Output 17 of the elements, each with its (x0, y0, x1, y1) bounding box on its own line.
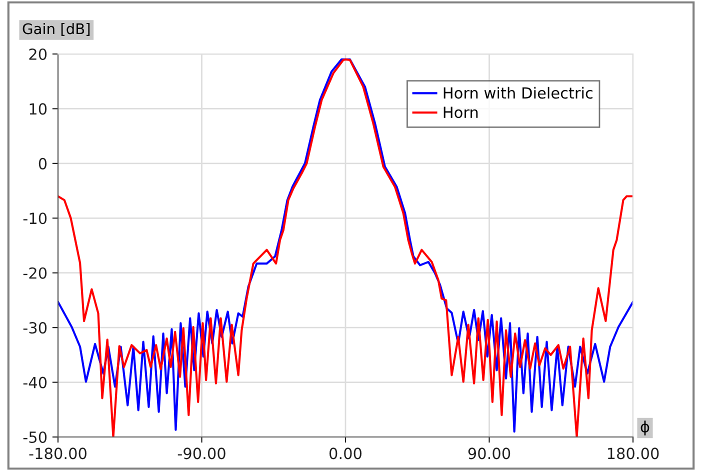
x-tick-label: -180.00 (29, 448, 86, 460)
y-tick-label: -50 (23, 431, 47, 444)
x-tick-label: 0.00 (330, 448, 362, 460)
legend-label: Horn with Dielectric (444, 86, 592, 99)
y-tick-label: 0 (38, 158, 47, 170)
y-axis-title: Gain [dB] (22, 22, 90, 36)
x-tick-label: 90.00 (468, 448, 510, 460)
y-tick-label: 10 (30, 103, 47, 115)
x-axis-title: ϕ (640, 420, 650, 436)
y-tick-label: -30 (23, 322, 47, 334)
y-tick-label: -20 (23, 267, 47, 279)
y-tick-label: 20 (29, 48, 47, 60)
y-tick-label: -10 (23, 212, 47, 224)
x-tick-label: -90.00 (178, 448, 226, 460)
x-tick-label: 180.00 (608, 448, 659, 460)
y-tick-label: -40 (23, 376, 47, 388)
legend-label: Horn (444, 106, 478, 118)
